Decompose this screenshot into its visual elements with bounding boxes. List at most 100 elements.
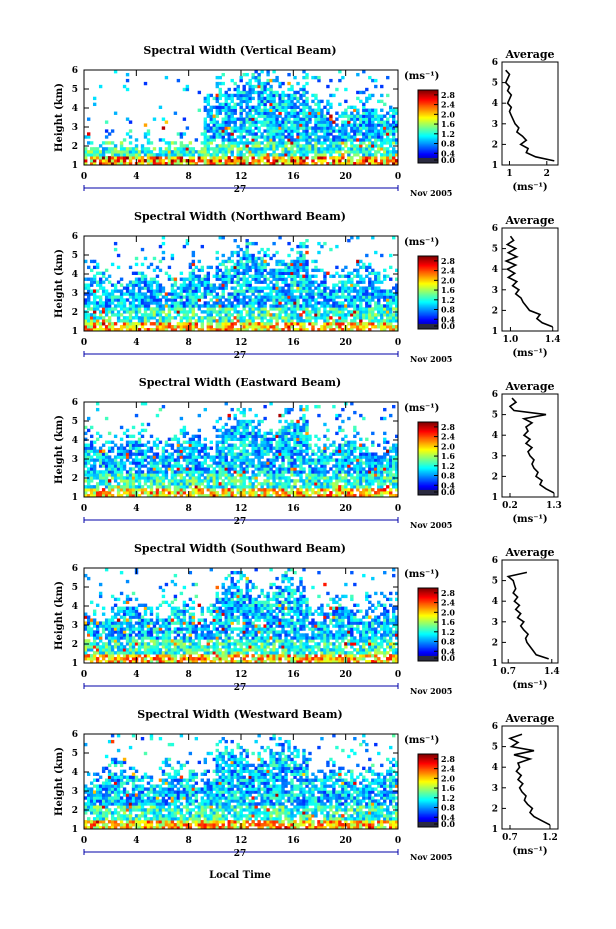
heatmap-cell	[326, 126, 330, 130]
heatmap-cell	[305, 75, 309, 80]
heatmap-cell	[104, 313, 109, 317]
heatmap-cell	[260, 301, 264, 305]
heatmap-cell	[287, 298, 291, 302]
heatmap-cell	[281, 126, 285, 130]
heatmap-cell	[200, 319, 205, 323]
heatmap-cell	[302, 147, 306, 151]
heatmap-cell	[143, 292, 148, 296]
heatmap-cell	[167, 482, 172, 486]
heatmap-cell	[281, 467, 285, 471]
heatmap-cell	[131, 310, 136, 314]
heatmap-cell	[98, 464, 103, 468]
heatmap-cell	[230, 304, 234, 308]
colorbar-swatch	[418, 293, 438, 296]
heatmap-cell	[179, 325, 184, 329]
heatmap-cell	[308, 141, 312, 145]
heatmap-cell	[191, 328, 196, 332]
heatmap-cell	[320, 123, 324, 127]
heatmap-cell	[101, 443, 106, 447]
heatmap-cell	[269, 325, 273, 329]
heatmap-cell	[302, 262, 306, 267]
heatmap-cell	[224, 159, 228, 163]
heatmap-cell	[251, 105, 255, 109]
heatmap-cell	[317, 250, 321, 255]
heatmap-cell	[215, 159, 219, 163]
heatmap-cell	[209, 105, 213, 109]
heatmap-cell	[161, 307, 166, 311]
heatmap-cell	[275, 313, 279, 317]
heatmap-cell	[215, 301, 219, 305]
heatmap-cell	[221, 147, 225, 151]
heatmap-cell	[233, 467, 237, 471]
heatmap-cell	[257, 84, 261, 89]
heatmap-cell	[254, 301, 258, 305]
heatmap-cell	[113, 458, 118, 462]
heatmap-cell	[209, 310, 213, 314]
heatmap-cell	[137, 304, 142, 308]
heatmap-cell	[209, 488, 213, 492]
heatmap-cell	[137, 289, 142, 293]
heatmap-cell	[278, 313, 282, 317]
heatmap-cell	[161, 316, 166, 320]
heatmap-cell	[206, 292, 210, 296]
heatmap-cell	[89, 156, 94, 160]
heatmap-cell	[290, 434, 294, 439]
heatmap-cell	[251, 265, 255, 270]
heatmap-cell	[84, 494, 88, 498]
heatmap-cell	[248, 241, 252, 246]
heatmap-cell	[200, 473, 205, 477]
heatmap-cell	[254, 241, 258, 246]
heatmap-cell	[221, 153, 225, 157]
heatmap-cell	[218, 108, 222, 112]
heatmap-cell	[206, 114, 210, 118]
heatmap-cell	[185, 292, 190, 296]
heatmap-cell	[356, 307, 360, 311]
heatmap-cell	[173, 141, 178, 145]
heatmap-cell	[272, 93, 276, 98]
colorbar-swatch	[418, 120, 438, 123]
heatmap-cell	[290, 268, 294, 273]
heatmap-cell	[86, 416, 91, 421]
heatmap-cell	[281, 286, 285, 290]
heatmap-cell	[119, 289, 124, 293]
heatmap-cell	[314, 132, 318, 136]
heatmap-cell	[224, 283, 228, 287]
heatmap-cell	[338, 304, 342, 308]
heatmap-cell	[86, 428, 91, 433]
heatmap-cell	[212, 120, 216, 124]
heatmap-cell	[323, 298, 327, 302]
heatmap-cell	[239, 135, 243, 139]
heatmap-cell	[353, 304, 357, 308]
heatmap-cell	[260, 135, 264, 139]
heatmap-cell	[167, 479, 172, 483]
heatmap-cell	[98, 156, 103, 160]
heatmap-cell	[131, 479, 136, 483]
heatmap-cell	[104, 458, 109, 462]
heatmap-cell	[269, 289, 273, 293]
heatmap-cell	[284, 491, 288, 495]
heatmap-cell	[95, 316, 100, 320]
heatmap-cell	[395, 268, 399, 273]
heatmap-cell	[134, 488, 139, 492]
heatmap-cell	[272, 159, 276, 163]
heatmap-cell	[164, 316, 169, 320]
heatmap-cell	[278, 259, 282, 264]
heatmap-cell	[188, 286, 193, 290]
heatmap-cell	[110, 159, 115, 163]
heatmap-cell	[242, 482, 246, 486]
heatmap-cell	[266, 482, 270, 486]
heatmap-cell	[299, 162, 303, 166]
x-tick-label: 8	[186, 338, 192, 348]
heatmap-cell	[344, 120, 348, 124]
heatmap-cell	[122, 156, 127, 160]
heatmap-cell	[257, 150, 261, 154]
heatmap-cell	[281, 132, 285, 136]
heatmap-cell	[242, 72, 246, 77]
heatmap-cell	[218, 473, 222, 477]
heatmap-cell	[173, 111, 178, 115]
heatmap-cell	[170, 467, 175, 471]
heatmap-cell	[236, 129, 240, 133]
heatmap-cell	[185, 431, 190, 436]
heatmap-cell	[182, 440, 187, 444]
heatmap-cell	[257, 268, 261, 273]
